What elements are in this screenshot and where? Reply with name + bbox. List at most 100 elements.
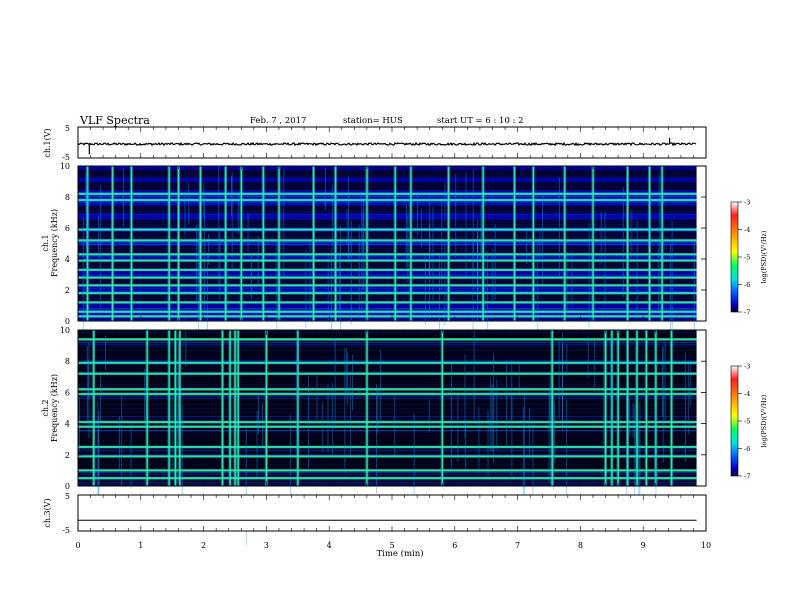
colorbar-tick-label: -3 [744, 363, 750, 371]
spectrogram-dark-band [78, 460, 697, 469]
spectrogram-speckle [662, 219, 664, 269]
spectrogram-burst-core [168, 166, 170, 321]
spectrogram-noise-row [78, 448, 697, 450]
spectrogram-speckle [439, 255, 440, 362]
spectrogram-speckle [611, 336, 613, 396]
spectrogram-noise-row [78, 376, 697, 378]
spectrogram-noise-row [78, 180, 697, 182]
spectrogram-speckle [188, 182, 190, 225]
spectrogram-speckle [305, 250, 307, 329]
spectrogram-band-core [78, 277, 697, 279]
spectrogram-speckle [523, 391, 525, 500]
spectrogram-dark-band [78, 293, 697, 302]
spectrogram-dark-band [78, 347, 697, 356]
spectrogram-ytick-label: 10 [60, 162, 70, 171]
spectrogram-noise-row [78, 342, 697, 344]
spectrogram-speckle [664, 341, 666, 424]
spectrogram-noise-row [78, 476, 697, 478]
spectrogram-noise-row [78, 286, 697, 288]
spectrogram-speckle [451, 362, 452, 472]
spectrogram-speckle [198, 227, 199, 339]
spectrogram-speckle [324, 167, 326, 210]
spectrogram-noise-row [78, 480, 697, 482]
spectrogram-noise-row [78, 274, 697, 276]
spectrogram-speckle [542, 191, 543, 285]
ch3-voltage-frame [77, 494, 707, 532]
spectrogram-dark-band [78, 245, 697, 254]
spectrogram-speckle [566, 399, 568, 509]
spectrogram-noise-row [78, 434, 697, 436]
x-tick-label: 5 [389, 541, 394, 550]
spectrogram-noise-row [78, 358, 697, 360]
spectrogram-dark-band [78, 435, 697, 444]
spectrogram-noise-row [78, 166, 697, 168]
spectrogram-speckle [670, 244, 671, 336]
spectrogram-speckle [296, 341, 298, 393]
spectrogram-burst-core [237, 330, 239, 486]
spectrogram-band-core [78, 393, 697, 395]
spectrogram-burst-core [334, 166, 337, 321]
x-axis-label: Time (min) [376, 548, 423, 559]
spectrogram-noise-row [78, 216, 697, 218]
spectrogram-speckle [428, 399, 430, 433]
spectrogram-speckle [199, 179, 200, 283]
spectrogram-speckle [219, 227, 221, 301]
ch1-spectrogram-panel: 0 2 4 6 8 10 ch.1 Frequency (kHz) [41, 162, 707, 377]
spectrogram-speckle [671, 220, 673, 337]
spectrogram-speckle [352, 354, 353, 410]
x-tick-label: 8 [578, 541, 583, 550]
spectrogram-noise-row [78, 398, 697, 400]
spectrogram-speckle [472, 242, 474, 359]
spectrogram-speckle [491, 383, 493, 453]
spectrogram-speckle [88, 359, 90, 400]
spectrogram-speckle [413, 413, 415, 524]
spectrogram-speckle [297, 335, 299, 456]
x-tick-label: 3 [264, 541, 269, 550]
x-tick-label: 0 [75, 541, 80, 550]
spectrogram-speckle [432, 206, 434, 306]
spectrogram-noise-row [78, 390, 697, 392]
spectrogram-speckle [178, 347, 180, 431]
spectrogram-speckle [529, 407, 531, 460]
header-start-time: start UT = 6 : 10 : 2 [437, 116, 524, 126]
spectrogram-noise-row [78, 474, 697, 476]
spectrogram-speckle [100, 374, 101, 424]
spectrogram-noise-row [78, 178, 697, 180]
spectrogram-speckle [181, 404, 183, 501]
ch3-ytick-bottom: -5 [62, 526, 70, 535]
spectrogram-speckle [83, 217, 85, 334]
spectrogram-speckle [425, 256, 426, 325]
spectrogram-burst-core [636, 330, 638, 486]
spectrogram-band-core [78, 362, 697, 364]
spectrogram-noise-row [78, 366, 697, 368]
spectrogram-speckle [237, 192, 239, 234]
spectrogram-speckle [86, 346, 88, 422]
spectrogram-speckle [309, 239, 311, 322]
spectrogram-noise-row [78, 346, 697, 348]
spectrogram-noise-row [78, 306, 697, 308]
spectrogram-speckle [321, 402, 323, 452]
spectrogram-burst-core [551, 330, 553, 486]
spectrogram-band-core [78, 338, 697, 340]
spectrogram-noise-row [78, 424, 697, 426]
spectrogram-speckle [455, 173, 457, 258]
spectrogram-burst-core [225, 166, 227, 321]
spectrogram-speckle [247, 213, 249, 252]
x-tick-label: 7 [515, 541, 520, 550]
spectrogram-speckle [649, 198, 651, 250]
spectrogram-speckle [363, 201, 364, 290]
spectrogram-speckle [549, 375, 551, 431]
spectrogram-speckle [376, 384, 377, 494]
spectrogram-noise-row [78, 454, 697, 456]
spectrogram-speckle [464, 419, 466, 469]
spectrogram-blank-margin [696, 330, 706, 486]
spectrogram-burst-core [482, 166, 484, 321]
spectrogram-dark-band [78, 182, 697, 191]
spectrogram-noise-row [78, 256, 697, 258]
colorbar-tick-label: -4 [744, 226, 750, 234]
spectrogram-burst-core [655, 330, 657, 486]
spectrogram-speckle [588, 223, 590, 328]
spectrogram-speckle [487, 251, 489, 340]
ch2-colorbar-label: log(PSD)(V²/Hz) [760, 394, 768, 447]
colorbar-tick-label: -5 [744, 254, 750, 262]
